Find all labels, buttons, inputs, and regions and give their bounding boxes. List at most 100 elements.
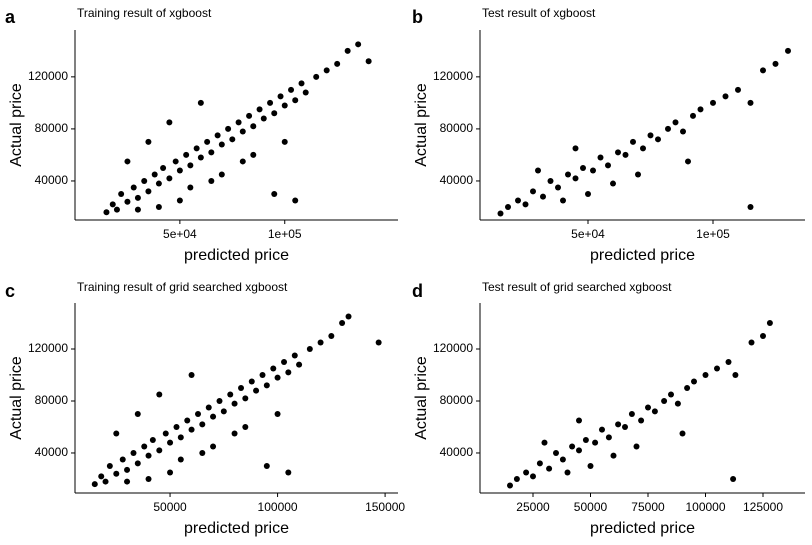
point xyxy=(239,158,246,165)
point xyxy=(256,106,263,113)
point xyxy=(760,67,766,74)
point xyxy=(106,462,113,469)
point xyxy=(633,443,640,450)
y-axis-title: Actual price xyxy=(8,83,25,167)
point xyxy=(598,426,605,433)
point xyxy=(640,145,646,152)
point xyxy=(271,110,278,117)
x-tick-label: 1e+05 xyxy=(696,227,730,241)
point xyxy=(263,462,270,469)
point xyxy=(522,201,529,208)
point xyxy=(225,125,232,132)
point xyxy=(134,206,141,213)
point xyxy=(529,473,536,480)
point xyxy=(313,73,320,80)
point xyxy=(214,132,221,139)
point xyxy=(635,171,641,178)
x-tick-label: 100000 xyxy=(685,500,725,514)
point xyxy=(630,138,636,145)
point xyxy=(541,439,548,446)
point xyxy=(610,180,616,187)
point xyxy=(572,145,579,152)
point xyxy=(344,47,351,54)
point xyxy=(680,128,686,135)
point xyxy=(651,408,658,415)
point xyxy=(505,203,511,210)
point xyxy=(205,404,212,411)
point xyxy=(119,456,126,463)
point xyxy=(248,378,255,385)
point xyxy=(575,417,582,424)
point xyxy=(513,475,520,482)
y-axis-title: Actual price xyxy=(413,356,430,440)
point xyxy=(585,190,591,197)
point xyxy=(218,141,225,148)
point xyxy=(306,346,313,353)
point xyxy=(162,430,169,437)
point xyxy=(572,175,579,182)
point xyxy=(317,339,324,346)
point xyxy=(679,430,686,437)
point xyxy=(188,371,195,378)
point xyxy=(323,67,330,74)
point xyxy=(197,154,204,161)
point xyxy=(559,456,566,463)
point xyxy=(685,158,691,165)
point xyxy=(141,443,148,450)
point xyxy=(184,417,191,424)
x-tick-label: 5e+04 xyxy=(571,227,605,241)
point xyxy=(199,449,206,456)
point xyxy=(281,102,288,109)
point xyxy=(732,371,739,378)
point xyxy=(592,439,599,446)
point xyxy=(288,86,295,93)
point xyxy=(229,136,236,143)
point xyxy=(530,188,536,195)
point xyxy=(274,374,281,381)
y-tick-label: 80000 xyxy=(35,393,69,407)
point xyxy=(580,164,586,171)
point xyxy=(160,164,167,171)
point xyxy=(365,58,372,65)
y-axis-title: Actual price xyxy=(8,356,25,440)
point xyxy=(199,421,206,428)
point xyxy=(334,60,341,67)
point xyxy=(188,426,195,433)
point xyxy=(98,473,105,480)
point xyxy=(674,400,681,407)
point xyxy=(239,128,246,135)
point xyxy=(667,391,674,398)
point xyxy=(713,365,720,372)
point xyxy=(173,423,180,430)
x-tick-label: 50000 xyxy=(153,500,187,514)
point xyxy=(647,132,654,139)
x-tick-label: 125000 xyxy=(743,500,783,514)
x-tick-label: 50000 xyxy=(574,500,608,514)
point xyxy=(655,136,661,143)
point xyxy=(220,408,227,415)
point xyxy=(672,119,679,126)
point xyxy=(772,60,779,67)
point xyxy=(605,162,611,169)
point xyxy=(622,151,629,158)
point xyxy=(156,391,163,398)
y-tick-label: 80000 xyxy=(440,393,474,407)
point xyxy=(253,387,260,394)
x-tick-label: 1e+05 xyxy=(268,227,302,241)
point xyxy=(375,339,382,346)
point xyxy=(339,320,346,327)
point xyxy=(109,201,116,208)
point xyxy=(246,112,253,119)
point xyxy=(730,475,737,482)
x-tick-label: 100000 xyxy=(258,500,298,514)
point xyxy=(167,469,174,476)
point xyxy=(597,154,604,161)
y-tick-label: 40000 xyxy=(35,445,69,459)
point xyxy=(328,333,335,340)
y-tick-label: 80000 xyxy=(35,121,69,135)
point xyxy=(747,203,754,210)
point xyxy=(250,151,257,158)
point xyxy=(615,421,622,428)
point xyxy=(166,119,173,126)
